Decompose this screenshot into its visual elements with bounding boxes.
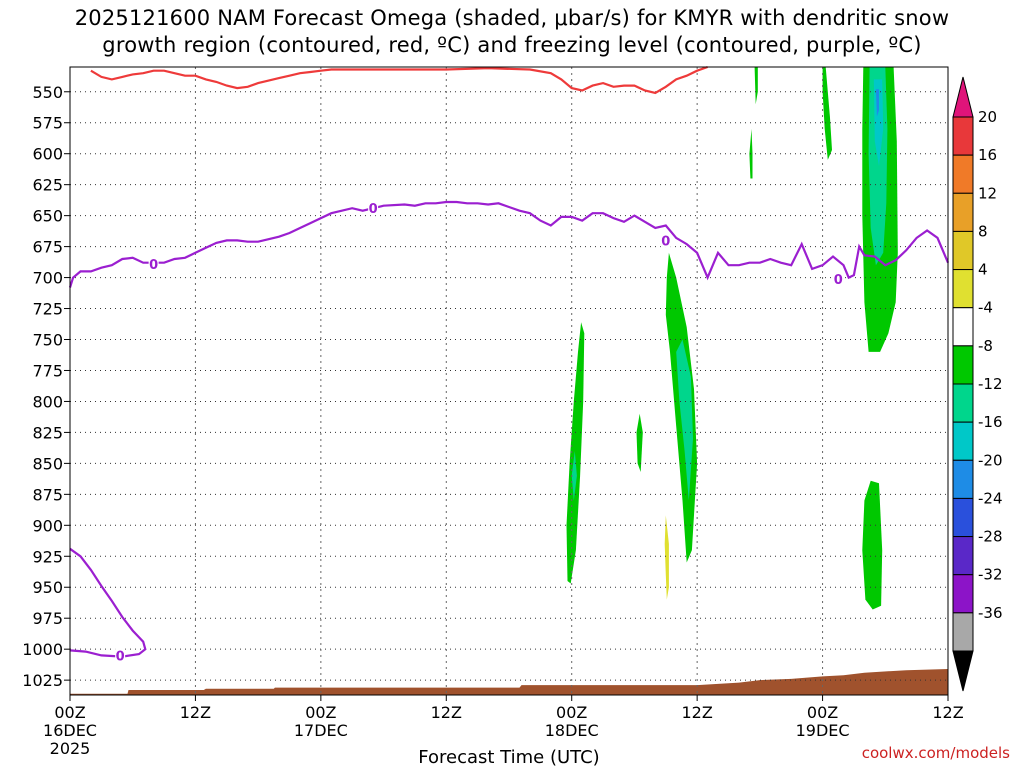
- y-tick-label-725: 725: [32, 300, 63, 319]
- colorbar-label-3: 8: [978, 222, 988, 240]
- chart-title-line-1: 2025121600 NAM Forecast Omega (shaded, μ…: [74, 6, 950, 30]
- freezing-level-label-2: 0: [661, 234, 670, 249]
- y-tick-label-875: 875: [32, 485, 63, 504]
- omega-region-11: [875, 89, 879, 117]
- x-tick-time-72: 00Z: [807, 703, 838, 722]
- x-tick-date-48: 18DEC: [545, 721, 599, 740]
- colorbar-swatch-0: [952, 116, 974, 156]
- colorbar-swatch-10: [952, 497, 974, 538]
- y-tick-label-675: 675: [32, 238, 63, 257]
- freezing-label-bg-1: [368, 201, 379, 216]
- x-tick-time-12: 12Z: [180, 703, 211, 722]
- y-tick-label-650: 650: [32, 207, 63, 226]
- omega-region-3: [664, 515, 669, 600]
- omega-shading-layer: [70, 67, 948, 695]
- colorbar-under-arrow: [952, 650, 974, 692]
- colorbar-label-12: -32: [978, 566, 1003, 584]
- grid-lines: [70, 67, 948, 695]
- freezing-level-low-line: [69, 547, 147, 658]
- colorbar-label-9: -20: [978, 451, 1003, 469]
- omega-region-12: [862, 480, 883, 610]
- y-tick-label-750: 750: [32, 331, 63, 350]
- x-tick-date-0: 16DEC: [43, 721, 97, 740]
- y-tick-label-950: 950: [32, 578, 63, 597]
- colorbar-swatch-7: [952, 383, 974, 423]
- colorbar-label-2: 12: [978, 184, 997, 202]
- x-tick-date-24: 17DEC: [294, 721, 348, 740]
- x-tick-time-60: 12Z: [681, 703, 712, 722]
- colorbar-label-10: -24: [978, 489, 1003, 507]
- colorbar-label-7: -12: [978, 375, 1003, 393]
- y-tick-label-550: 550: [32, 83, 63, 102]
- x-tick-time-48: 00Z: [556, 703, 587, 722]
- contour-layer: 0 0 0 0 0: [68, 65, 950, 664]
- colorbar-swatch-1: [952, 154, 974, 194]
- credit-link[interactable]: coolwx.com/models: [862, 744, 1010, 762]
- x-tick-time-84: 12Z: [932, 703, 963, 722]
- colorbar-swatch-9: [952, 459, 974, 499]
- omega-region-13: [754, 67, 758, 105]
- colorbar-swatch-8: [952, 421, 974, 461]
- y-tick-label-850: 850: [32, 454, 63, 473]
- colorbar-label-5: -4: [978, 299, 993, 317]
- plot-background: [70, 67, 948, 695]
- x-tick-time-24: 00Z: [305, 703, 336, 722]
- colorbar-swatch-12: [952, 574, 974, 614]
- y-tick-label-775: 775: [32, 361, 63, 380]
- dgz-contour-line: [90, 65, 708, 95]
- freezing-label-bg-0: [148, 256, 159, 271]
- colorbar-swatch-5: [952, 307, 974, 347]
- x-tick-time-0: 00Z: [54, 703, 85, 722]
- colorbar-swatch-4: [952, 269, 974, 309]
- y-tick-label-900: 900: [32, 516, 63, 535]
- omega-region-0: [566, 322, 585, 584]
- terrain-fill: [70, 669, 948, 695]
- omega-region-7: [822, 67, 832, 160]
- y-tick-label-975: 975: [32, 609, 63, 628]
- x-axis-label: Forecast Time (UTC): [418, 747, 599, 768]
- omega-region-10: [873, 79, 884, 167]
- colorbar-label-0: 20: [978, 108, 997, 126]
- freezing-label-bg-2: [660, 233, 671, 248]
- y-tick-label-600: 600: [32, 145, 63, 164]
- x-tick-date-72: 19DEC: [796, 721, 850, 740]
- omega-region-2: [636, 413, 643, 472]
- colorbar-label-11: -28: [978, 528, 1003, 546]
- colorbar-label-1: 16: [978, 146, 997, 164]
- colorbar-swatch-2: [952, 192, 974, 232]
- colorbar-swatch-13: [952, 612, 974, 652]
- y-tick-label-825: 825: [32, 423, 63, 442]
- y-tick-label-1025: 1025: [22, 671, 63, 690]
- x-tick-time-36: 12Z: [431, 703, 462, 722]
- y-axis-pressure: 550 575 600 625 650 675 700 725 750 775 800 825 850 8…: [22, 83, 70, 690]
- colorbar-over-arrow: [952, 76, 974, 118]
- freezing-level-line: [68, 200, 950, 288]
- colorbar-swatch-11: [952, 536, 974, 576]
- freezing-label-bg-4: [115, 648, 126, 663]
- freezing-level-label-3: 0: [834, 273, 843, 288]
- colorbar-label-8: -16: [978, 413, 1003, 431]
- colorbar-label-6: -8: [978, 337, 993, 355]
- x-tick-year-0: 2025: [50, 739, 91, 758]
- plot-frame: [69, 66, 949, 696]
- freezing-level-label-0: 0: [149, 258, 158, 273]
- y-tick-label-625: 625: [32, 176, 63, 195]
- colorbar-label-4: 4: [978, 261, 988, 279]
- chart-title-line-2: growth region (contoured, red, ºC) and f…: [102, 33, 922, 57]
- freezing-level-label-4: 0: [116, 649, 125, 664]
- colorbar-swatch-3: [952, 230, 974, 271]
- y-tick-label-1000: 1000: [22, 640, 63, 659]
- colorbar-label-13: -36: [978, 604, 1003, 622]
- y-tick-label-925: 925: [32, 547, 63, 566]
- colorbar-legend: 20 16 12 8 4 -4 -8 -12 -16 -20 -24 -28 -32 -36: [952, 76, 1003, 692]
- freezing-level-label-1: 0: [369, 202, 378, 217]
- colorbar-swatch-6: [952, 345, 974, 385]
- freezing-label-bg-3: [833, 271, 844, 286]
- y-tick-label-700: 700: [32, 269, 63, 288]
- omega-region-5: [676, 339, 693, 501]
- y-tick-label-575: 575: [32, 114, 63, 133]
- y-tick-label-800: 800: [32, 392, 63, 411]
